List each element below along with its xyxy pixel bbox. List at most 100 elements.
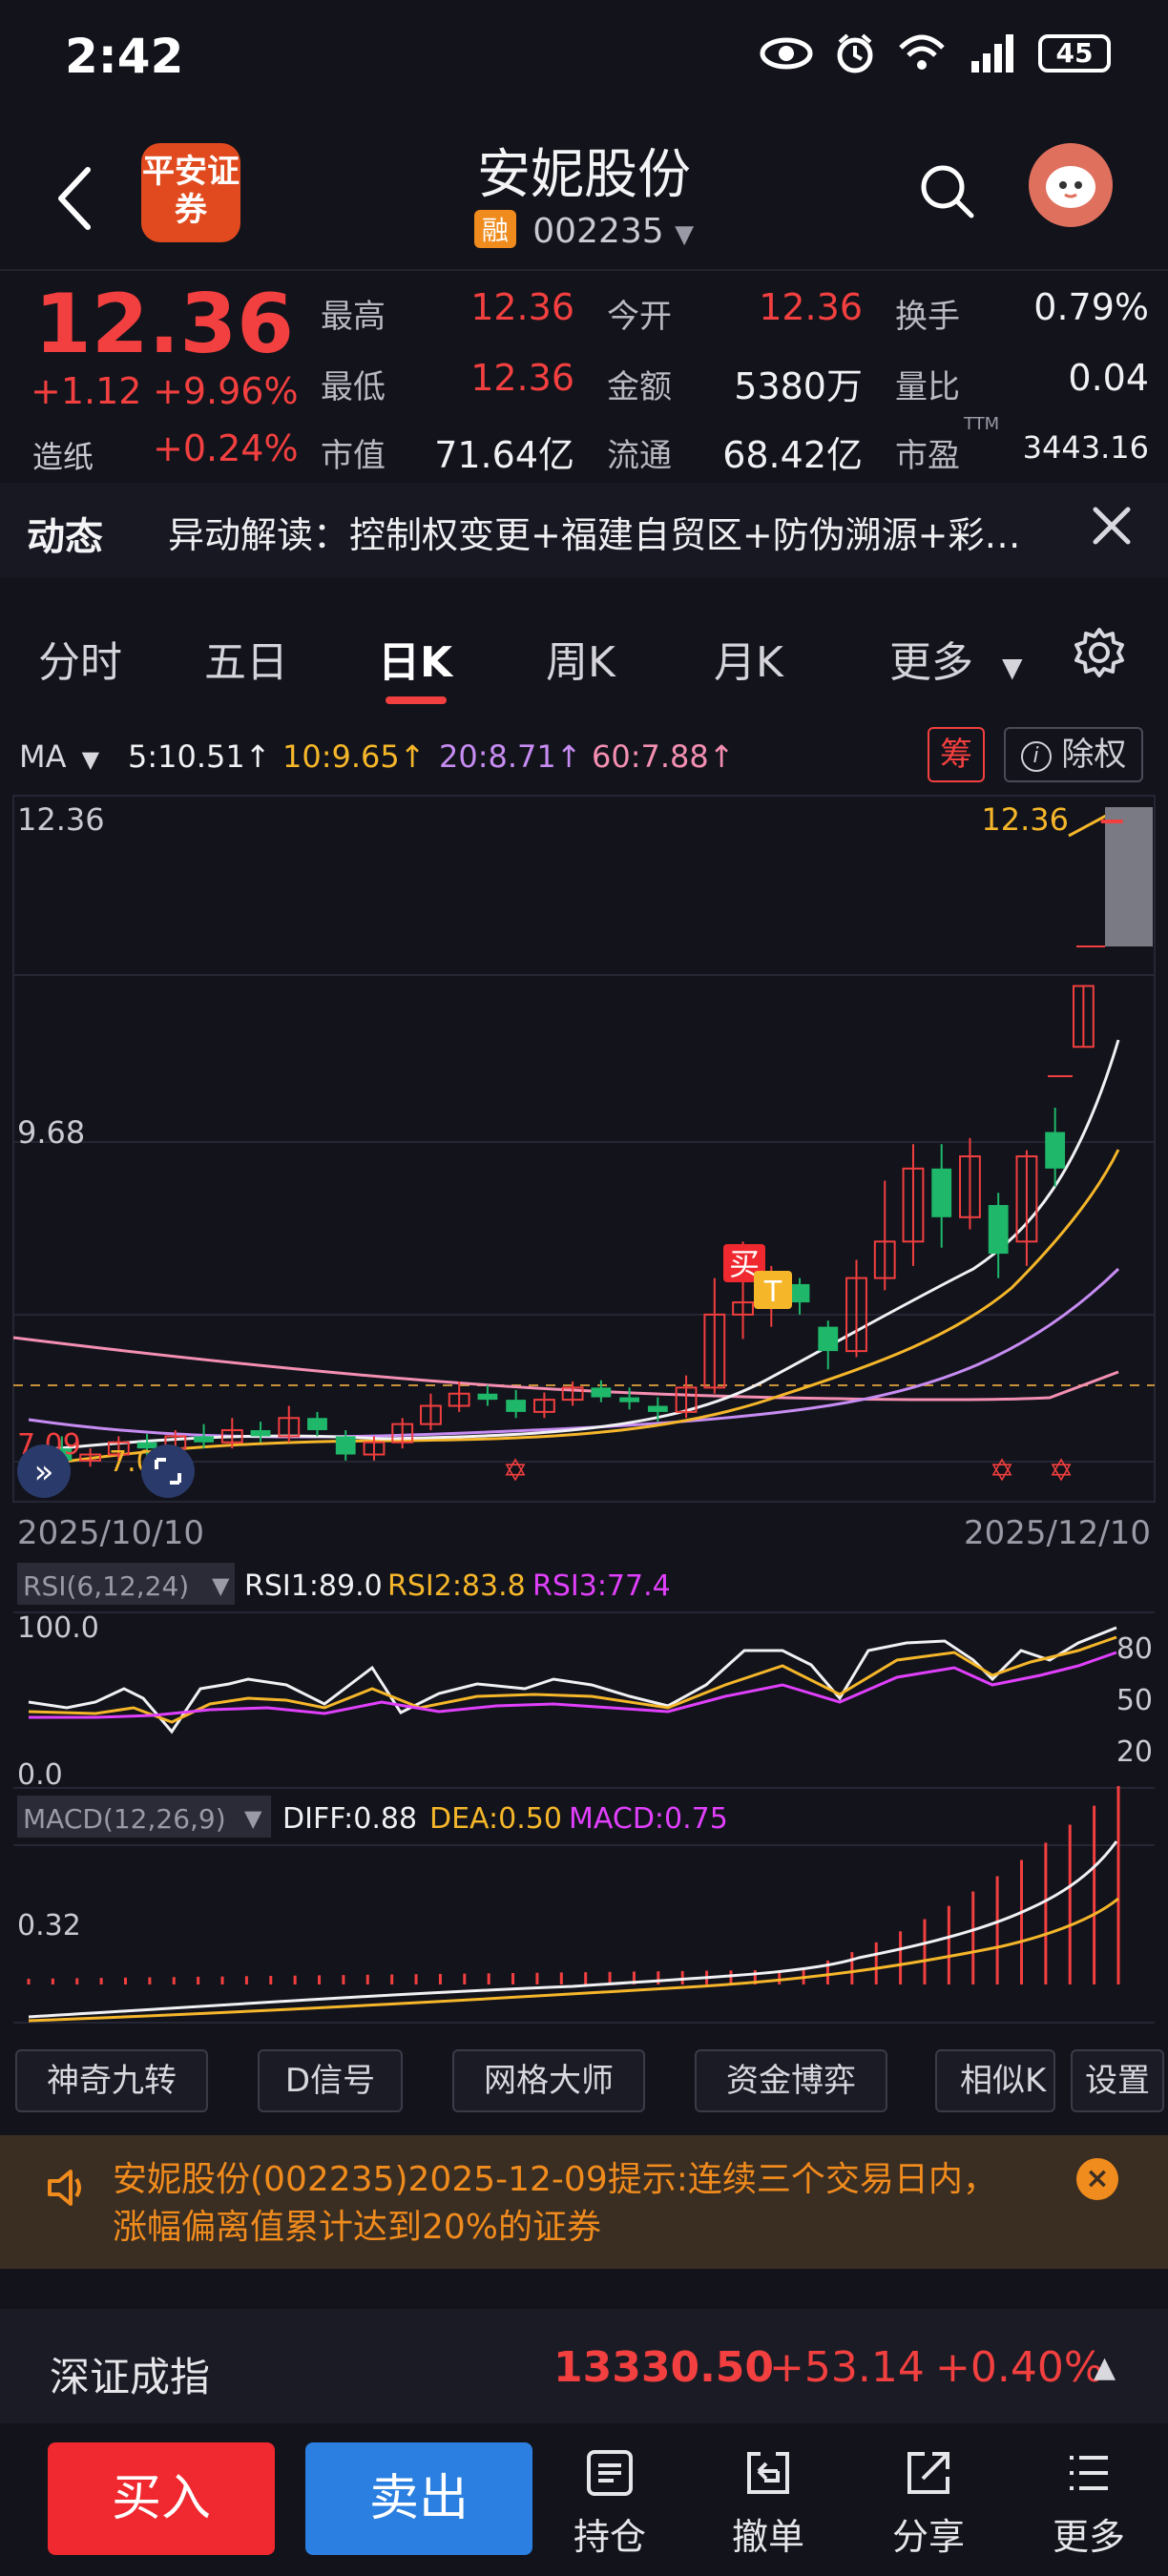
macd-diff-value: DIFF:0.88	[282, 1802, 417, 1836]
nav-cancel-order[interactable]: 撤单	[706, 2446, 830, 2560]
status-icons: 45	[760, 32, 1111, 74]
broker-logo[interactable]: 平安证券	[141, 143, 240, 242]
ma60-line	[12, 1336, 1119, 1402]
quote-label-volume-ratio: 量比	[895, 368, 960, 406]
rsi2-line	[28, 1635, 1117, 1724]
change-amount: +1.12	[31, 370, 142, 412]
tool-d-signal[interactable]: D信号	[258, 2049, 403, 2112]
tab-more[interactable]: 更多 ▼	[889, 628, 1023, 689]
fullscreen-button[interactable]	[141, 1444, 195, 1498]
news-text[interactable]: 异动解读：控制权变更+福建自贸区+防伪溯源+彩…	[168, 514, 1021, 556]
caret-down-icon: ▼	[212, 1572, 230, 1599]
rsi-selector[interactable]: RSI(6,12,24)	[23, 1570, 189, 1602]
quote-value-pe: 3443.16	[1022, 429, 1149, 466]
back-icon[interactable]	[48, 160, 105, 237]
sell-button[interactable]: 卖出	[305, 2442, 532, 2555]
tool-fund-game[interactable]: 资金博弈	[695, 2049, 887, 2112]
tab-five-day[interactable]: 五日	[204, 638, 288, 687]
quote-value-open: 12.36	[759, 286, 863, 328]
candle-body	[194, 1436, 214, 1443]
macd-axis-label: 0.32	[17, 1909, 81, 1942]
candle-body	[107, 1441, 130, 1456]
candle-body	[363, 1441, 386, 1456]
close-icon[interactable]	[1090, 504, 1134, 548]
quote-value-amount: 5380万	[734, 365, 863, 407]
macd-panel[interactable]: MACD(12,26,9) ▼ DIFF:0.88 DEA:0.50 MACD:…	[13, 1785, 1155, 2024]
macd-histogram	[27, 1785, 1120, 1984]
candle-body	[1015, 1155, 1038, 1243]
kline-chart[interactable]: 买 T ✡ ✡ ✡ 12.36 9.68 12.36 7.09 7.06 » 2…	[0, 788, 1168, 2038]
stock-code-row[interactable]: 融 002235 ▼	[0, 210, 1168, 251]
quote-label-float-cap: 流通	[607, 437, 672, 475]
ma-selector[interactable]: MA ▼	[19, 738, 99, 775]
gear-icon[interactable]	[1073, 626, 1126, 679]
expand-left-button[interactable]: »	[17, 1444, 71, 1498]
signal-icon	[971, 34, 1013, 73]
avatar[interactable]	[1029, 143, 1113, 227]
search-icon[interactable]	[916, 160, 979, 223]
candle-body	[220, 1429, 243, 1444]
candle-body	[561, 1386, 584, 1402]
candle-body	[506, 1400, 527, 1412]
tool-settings[interactable]: 设置	[1071, 2049, 1164, 2112]
star-marker-icon: ✡	[990, 1452, 1015, 1488]
candle-body	[420, 1404, 442, 1425]
candle-body	[703, 1313, 726, 1389]
index-ticker[interactable]: 深证成指 13330.50 +53.14 +0.40% ▲	[0, 2309, 1168, 2423]
tab-daily-k[interactable]: 日K	[378, 638, 453, 687]
rsi-axis-bottom: 0.0	[17, 1758, 63, 1792]
alert-banner[interactable]: 安妮股份(002235)2025-12-09提示:连续三个交易日内，涨幅偏离值累…	[0, 2135, 1168, 2269]
alert-text: 安妮股份(002235)2025-12-09提示:连续三个交易日内，涨幅偏离值累…	[113, 2160, 997, 2247]
cancel-order-icon	[747, 2452, 789, 2494]
chip-distribution-button[interactable]: 筹	[928, 727, 985, 782]
speaker-icon	[48, 2170, 81, 2206]
tool-magic-nine[interactable]: 神奇九转	[15, 2049, 208, 2112]
ma-label: MA	[19, 738, 67, 775]
candle-body	[988, 1205, 1009, 1255]
rsi-panel[interactable]: RSI(6,12,24) ▼ RSI1:89.0 RSI2:83.8 RSI3:…	[13, 1563, 1155, 1792]
tab-intraday[interactable]: 分时	[38, 638, 122, 687]
sector-label[interactable]: 造纸	[32, 439, 94, 475]
star-marker-icon: ✡	[503, 1452, 529, 1488]
tab-monthly-k[interactable]: 月K	[714, 638, 783, 687]
candle-body	[307, 1418, 327, 1431]
nav-holdings-label: 持仓	[573, 2516, 646, 2558]
status-time: 2:42	[65, 29, 184, 84]
price-axis-mid: 9.68	[17, 1114, 85, 1151]
candle-body	[1045, 1132, 1066, 1169]
header: 平安证券 安妮股份 融 002235 ▼	[0, 114, 1168, 267]
close-icon[interactable]: ×	[1076, 2158, 1118, 2200]
caret-up-icon[interactable]: ▲	[1094, 2351, 1116, 2384]
rsi2-value: RSI2:83.8	[387, 1569, 526, 1603]
macd-hist-value: MACD:0.75	[569, 1802, 728, 1836]
price-axis-top: 12.36	[17, 801, 105, 838]
tab-weekly-k[interactable]: 周K	[546, 638, 615, 687]
macd-selector[interactable]: MACD(12,26,9)	[23, 1803, 226, 1835]
rsi-level-20: 20	[1116, 1735, 1153, 1769]
nav-holdings[interactable]: 持仓	[548, 2446, 672, 2560]
sector-percent[interactable]: +0.24%	[153, 427, 299, 469]
nav-share[interactable]: 分享	[866, 2446, 991, 2560]
tool-grid-master[interactable]: 网格大师	[452, 2049, 645, 2112]
tool-similar-k[interactable]: 相似K	[935, 2049, 1055, 2112]
macd-dea-line	[28, 1897, 1119, 2023]
rsi-level-50: 50	[1116, 1684, 1153, 1717]
ma20-line	[28, 1267, 1120, 1439]
ex-rights-button[interactable]: i 除权	[1004, 727, 1143, 782]
quote-label-low: 最低	[321, 368, 386, 406]
t-marker[interactable]: T	[754, 1271, 792, 1309]
candle-body	[532, 1399, 555, 1413]
quote-value-market-cap: 71.64亿	[434, 434, 574, 476]
candle-body	[647, 1405, 668, 1412]
kline-grid	[12, 795, 1156, 1503]
high-price-label: 12.36	[981, 801, 1069, 838]
period-tabs: 分时 五日 日K 周K 月K 更多 ▼	[0, 601, 1168, 706]
nav-cancel-order-label: 撤单	[731, 2516, 804, 2558]
news-bar[interactable]: 动态 异动解读：控制权变更+福建自贸区+防伪溯源+彩…	[0, 483, 1168, 578]
nav-more[interactable]: 更多	[1027, 2446, 1151, 2560]
candle-body	[250, 1430, 271, 1437]
macd-diff-line	[28, 1840, 1118, 2019]
index-percent: +0.40%	[935, 2343, 1104, 2392]
buy-button[interactable]: 买入	[48, 2442, 275, 2555]
caret-down-icon: ▼	[244, 1805, 262, 1832]
